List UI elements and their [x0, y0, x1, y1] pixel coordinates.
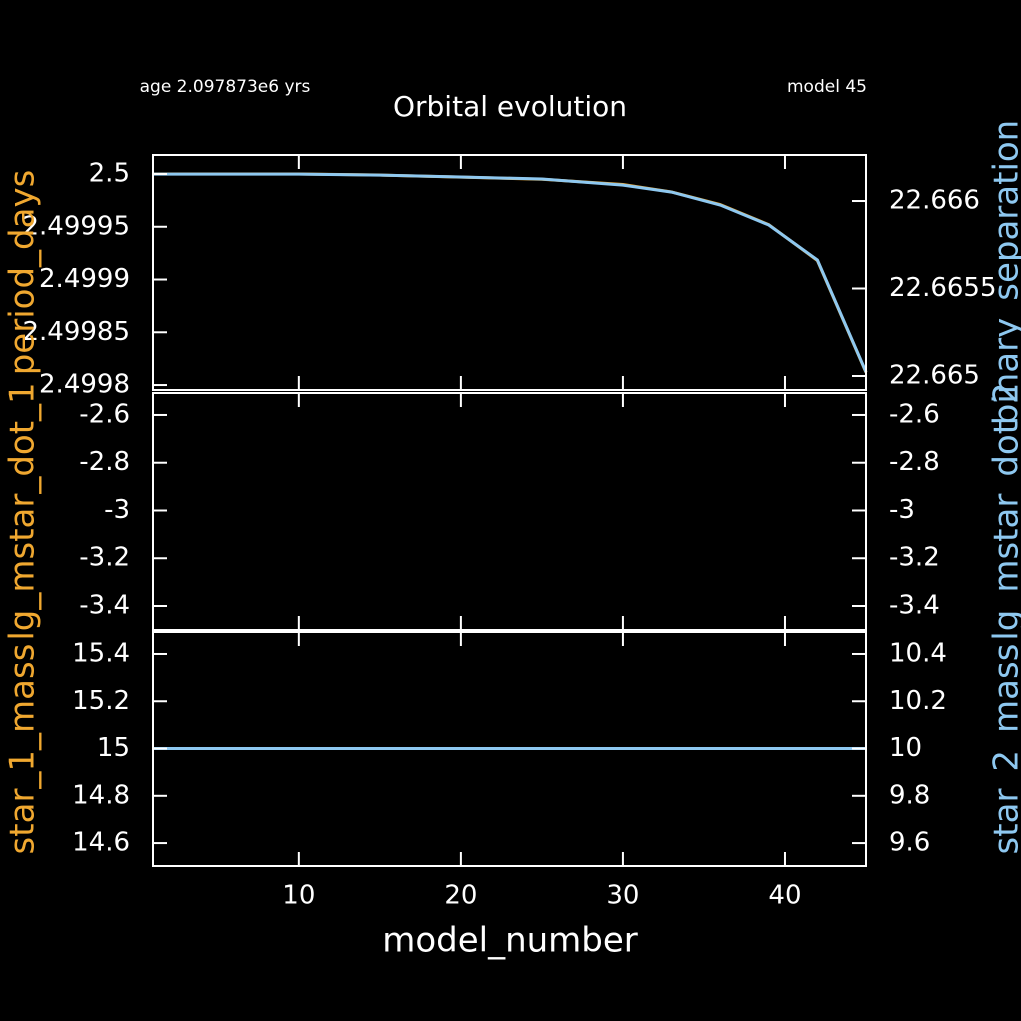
y-tick-label: -3.4 — [79, 591, 130, 621]
y2-tick-label: 9.8 — [889, 780, 930, 810]
chart-title: Orbital evolution — [393, 90, 627, 123]
y-tick-label: -2.6 — [79, 399, 130, 429]
age-label: age 2.097873e6 yrs — [140, 77, 311, 97]
plot-frame — [152, 154, 867, 391]
y-axis-label: lg_mstar_dot_1 — [3, 382, 43, 640]
y2-tick-label: -3.4 — [889, 591, 940, 621]
y-tick-label: 2.5 — [89, 158, 130, 188]
plot-frame — [152, 392, 867, 631]
y2-tick-label: 22.665 — [889, 361, 980, 391]
model-label: model 45 — [787, 77, 867, 97]
y2-tick-label: -3 — [889, 495, 915, 525]
y-tick-label: 15.2 — [72, 686, 130, 716]
series-line — [153, 172, 868, 373]
y-tick-label: 2.4998 — [39, 370, 130, 400]
y2-tick-label: 22.666 — [889, 186, 980, 216]
y2-tick-label: -2.6 — [889, 399, 940, 429]
y-tick-label: 15.4 — [72, 638, 130, 668]
y-tick-label: 15 — [97, 733, 130, 763]
y2-tick-label: 22.6655 — [889, 273, 997, 303]
y-tick-label: -3.2 — [79, 543, 130, 573]
y2-axis-label: lg_mstar_dot_2 — [987, 382, 1021, 640]
y-tick-label: -3 — [104, 495, 130, 525]
y2-tick-label: -2.8 — [889, 447, 940, 477]
x-tick-label: 10 — [282, 881, 315, 911]
x-tick-label: 40 — [768, 881, 801, 911]
y-tick-label: 2.4999 — [39, 264, 130, 294]
y-tick-label: 14.6 — [72, 828, 130, 858]
y2-axis-label: binary_separation — [987, 120, 1021, 426]
y-tick-label: 2.49985 — [22, 317, 130, 347]
y-tick-label: 2.49995 — [22, 211, 130, 241]
y-axis-label: star_1_mass — [3, 644, 43, 855]
y2-axis-label: star_2_mass — [987, 644, 1021, 855]
x-tick-label: 20 — [444, 881, 477, 911]
x-axis-label: model_number — [382, 921, 638, 961]
y2-tick-label: 10.4 — [889, 638, 947, 668]
y-tick-label: -2.8 — [79, 447, 130, 477]
y2-tick-label: 10 — [889, 733, 922, 763]
series-line — [153, 172, 868, 373]
y2-tick-label: 9.6 — [889, 828, 930, 858]
y2-tick-label: 10.2 — [889, 686, 947, 716]
y2-tick-label: -3.2 — [889, 543, 940, 573]
y-tick-label: 14.8 — [72, 780, 130, 810]
x-tick-label: 30 — [606, 881, 639, 911]
y-axis-label: period_days — [3, 170, 43, 376]
